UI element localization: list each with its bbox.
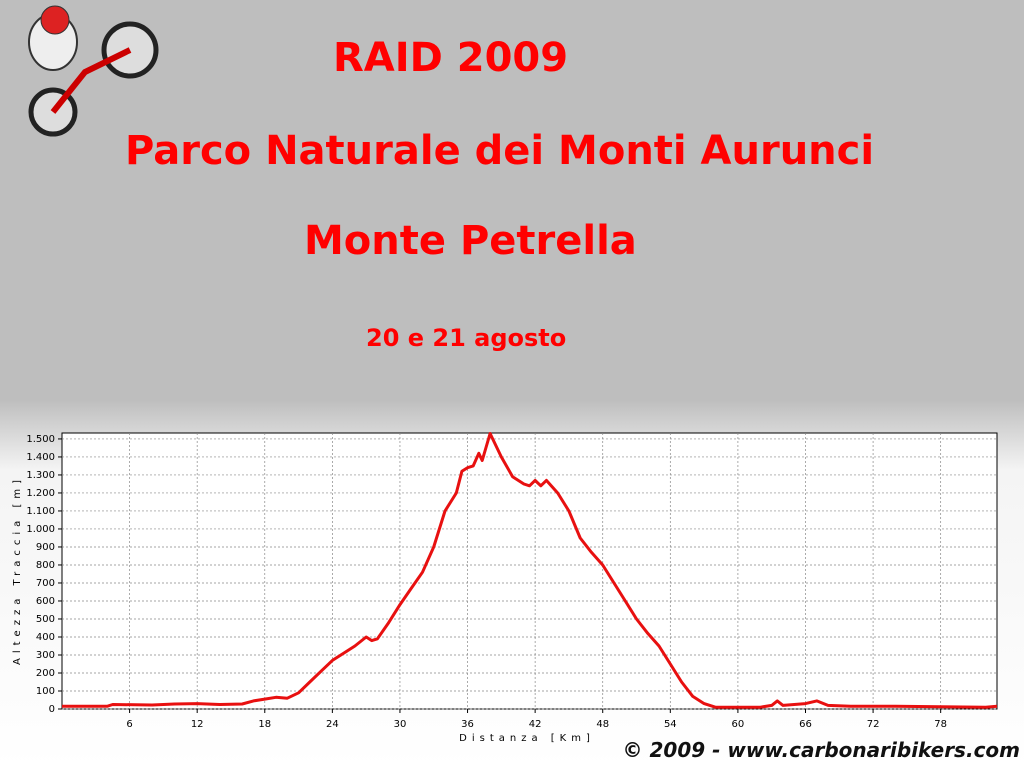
x-axis-title: Distanza [Km] (459, 733, 595, 744)
y-tick-label: 1.300 (26, 470, 55, 481)
y-tick-label: 100 (36, 686, 55, 697)
x-tick-label: 36 (461, 719, 474, 730)
y-tick-label: 1.000 (26, 524, 55, 535)
subtitle: Parco Naturale dei Monti Aurunci (125, 128, 875, 174)
elevation-line (62, 432, 998, 709)
date: 20 e 21 agosto (366, 324, 567, 352)
biker-logo (28, 5, 159, 137)
x-tick-label: 72 (867, 719, 880, 730)
x-tick-label: 78 (934, 719, 947, 730)
title: RAID 2009 (333, 35, 569, 81)
x-tick-label: 12 (191, 719, 204, 730)
x-tick-label: 30 (394, 719, 407, 730)
footer: © 2009 - www.carbonaribikers.com (622, 738, 1020, 762)
y-tick-label: 400 (36, 632, 55, 643)
x-tick-label: 24 (326, 719, 339, 730)
x-tick-label: 18 (258, 719, 271, 730)
y-tick-label: 700 (36, 578, 55, 589)
y-tick-label: 600 (36, 596, 55, 607)
y-tick-label: 1.500 (26, 434, 55, 445)
y-tick-label: 300 (36, 650, 55, 661)
y-tick-label: 0 (49, 704, 55, 715)
chart: Distanza [Km] Altezza Traccia [m] 0 100 20… (12, 432, 998, 744)
y-tick-label: 1.100 (26, 506, 55, 517)
y-tick-label: 800 (36, 560, 55, 571)
plot-area (61, 432, 998, 710)
y-tick-label: 1.400 (26, 452, 55, 463)
y-tick-label: 900 (36, 542, 55, 553)
x-tick-label: 66 (799, 719, 812, 730)
y-tick-label: 1.200 (26, 488, 55, 499)
y-axis-title: Altezza Traccia [m] (12, 475, 23, 665)
x-tick-label: 54 (664, 719, 677, 730)
x-tick-label: 6 (126, 719, 132, 730)
place: Monte Petrella (304, 218, 637, 264)
x-tick-label: 60 (732, 719, 745, 730)
x-tick-label: 48 (596, 719, 609, 730)
x-tick-label: 42 (529, 719, 542, 730)
y-tick-label: 500 (36, 614, 55, 625)
y-tick-label: 200 (36, 668, 55, 679)
